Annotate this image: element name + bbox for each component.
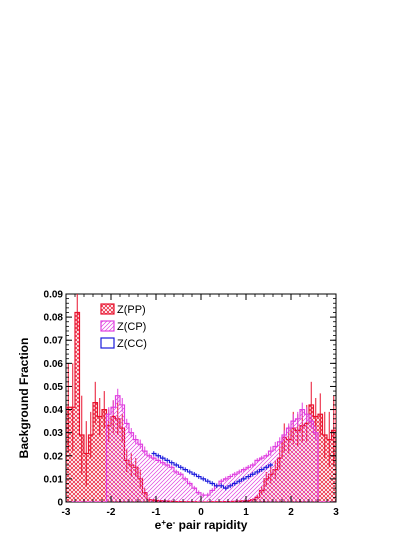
x-tick-label: 1: [243, 507, 249, 518]
x-axis-label-sup-plus: +: [161, 518, 166, 527]
x-axis-label: e+e- pair rapidity: [155, 518, 248, 533]
legend-label: Z(CP): [117, 321, 146, 333]
x-tick-label: -2: [107, 507, 116, 518]
x-axis-label-sup-minus: -: [173, 518, 176, 527]
series-outline-1: [66, 395, 336, 502]
y-tick-label: 0.09: [44, 290, 64, 301]
legend-swatch: [100, 337, 115, 349]
y-tick-label: 0.04: [44, 405, 64, 416]
y-tick-label: 0: [57, 498, 63, 509]
x-axis-label-base: e: [155, 518, 162, 532]
x-axis-label-mid: e: [166, 518, 173, 532]
x-axis-label-rest: pair rapidity: [175, 518, 247, 532]
series-outline-2: [151, 452, 273, 489]
y-tick-label: 0.02: [44, 451, 64, 462]
y-tick-label: 0.06: [44, 359, 64, 370]
series-2: [151, 451, 273, 491]
x-tick-label: -1: [152, 507, 161, 518]
series-1: [66, 388, 336, 502]
x-tick-label: -3: [62, 507, 71, 518]
x-tick-label: 2: [288, 507, 294, 518]
x-tick-label: 3: [333, 507, 339, 518]
legend-swatch: [100, 303, 115, 315]
series-fill-1: [66, 395, 336, 502]
y-tick-label: 0.01: [44, 474, 64, 485]
legend: Z(PP) Z(CP) Z(CC): [100, 303, 147, 350]
x-tick-label: 0: [198, 507, 204, 518]
y-tick-label: 0.05: [44, 382, 64, 393]
y-tick-label: 0.03: [44, 428, 64, 439]
axes-layer: -3 -2 -1 0 1 2 3 0 0.01 0.02 0.03 0.04 0.05 0.06 0.07 0…: [44, 290, 340, 519]
y-tick-label: 0.07: [44, 336, 64, 347]
y-tick-label: 0.08: [44, 313, 64, 324]
legend-swatch: [100, 320, 115, 332]
legend-label: Z(PP): [117, 304, 146, 316]
legend-label: Z(CC): [117, 338, 147, 350]
y-axis-label: Background Fraction: [17, 338, 31, 459]
